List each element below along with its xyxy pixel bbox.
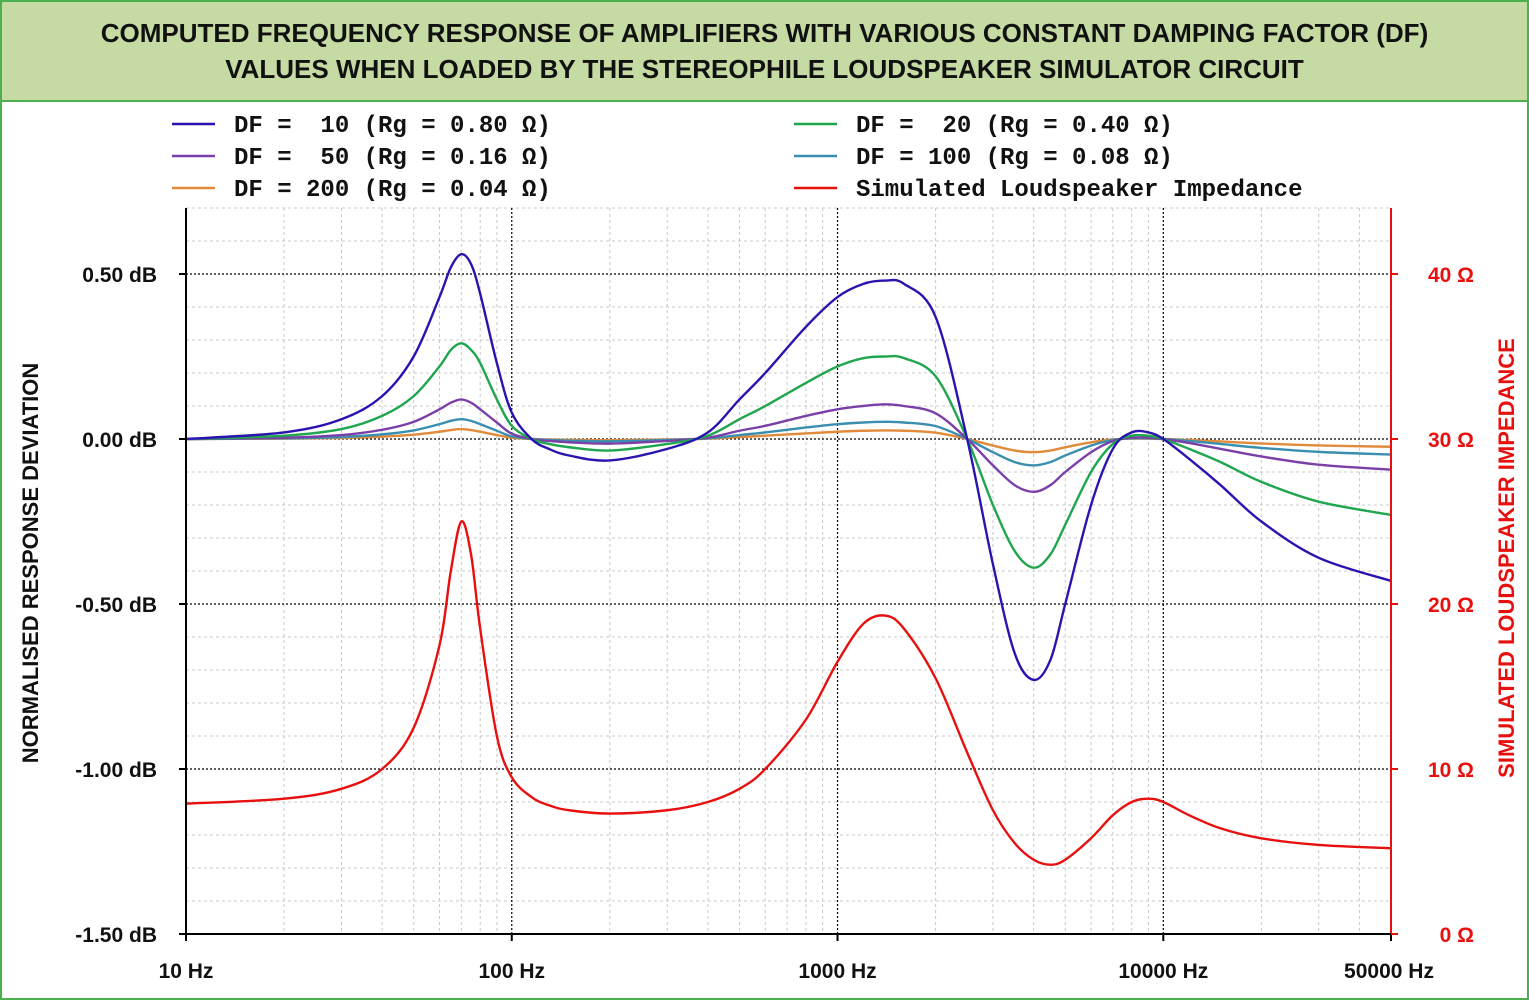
y-tick-label: 0.50 dB [82, 264, 157, 287]
y2-tick-label: 40 Ω [1428, 264, 1474, 287]
y-axis-title: NORMALISED RESPONSE DEVIATION [18, 363, 43, 764]
y-tick-label: 0.00 dB [82, 429, 157, 452]
legend-label: DF = 200 (Rg = 0.04 Ω) [234, 177, 551, 204]
title-band: COMPUTED FREQUENCY RESPONSE OF AMPLIFIER… [2, 2, 1527, 102]
y2-tick-label: 10 Ω [1428, 759, 1474, 782]
series-layer [185, 252, 1392, 866]
legend-label: DF = 50 (Rg = 0.16 Ω) [234, 145, 551, 172]
axes-layer [185, 208, 1392, 935]
x-tick-label: 10000 Hz [1118, 960, 1208, 983]
chart-title-line2: VALUES WHEN LOADED BY THE STEREOPHILE LO… [225, 54, 1304, 84]
y2-axis-title: SIMULATED LOUDSPEAKER IMPEDANCE [1494, 338, 1519, 778]
legend-label: DF = 100 (Rg = 0.08 Ω) [856, 145, 1173, 172]
tick-labels: 10 Hz 100 Hz 1000 Hz 10000 Hz 50000 Hz 0.50 d… [75, 264, 1474, 983]
y-tick-label: -1.50 dB [75, 924, 157, 947]
x-tick-label: 1000 Hz [798, 960, 876, 983]
series-line-0 [185, 252, 1392, 682]
y-tick-label: -1.00 dB [75, 759, 157, 782]
major-grid [186, 208, 1391, 934]
legend-label: DF = 20 (Rg = 0.40 Ω) [856, 113, 1173, 140]
y2-tick-label: 20 Ω [1428, 594, 1474, 617]
y-tick-label: -0.50 dB [75, 594, 157, 617]
series-line-1 [185, 342, 1392, 569]
chart-title-line1: COMPUTED FREQUENCY RESPONSE OF AMPLIFIER… [100, 18, 1429, 48]
x-tick-label: 100 Hz [478, 960, 545, 983]
x-tick-label: 50000 Hz [1344, 960, 1434, 983]
series-line-2 [185, 398, 1392, 493]
x-tick-label: 10 Hz [159, 960, 214, 983]
series-line-5 [185, 520, 1392, 866]
legend-label: DF = 10 (Rg = 0.80 Ω) [234, 113, 551, 140]
minor-grid [186, 207, 1391, 934]
y2-tick-label: 30 Ω [1428, 429, 1474, 452]
y2-tick-label: 0 Ω [1440, 924, 1474, 947]
legend: DF = 10 (Rg = 0.80 Ω) DF = 20 (Rg = 0.40 … [172, 113, 1302, 204]
legend-label: Simulated Loudspeaker Impedance [856, 177, 1302, 204]
